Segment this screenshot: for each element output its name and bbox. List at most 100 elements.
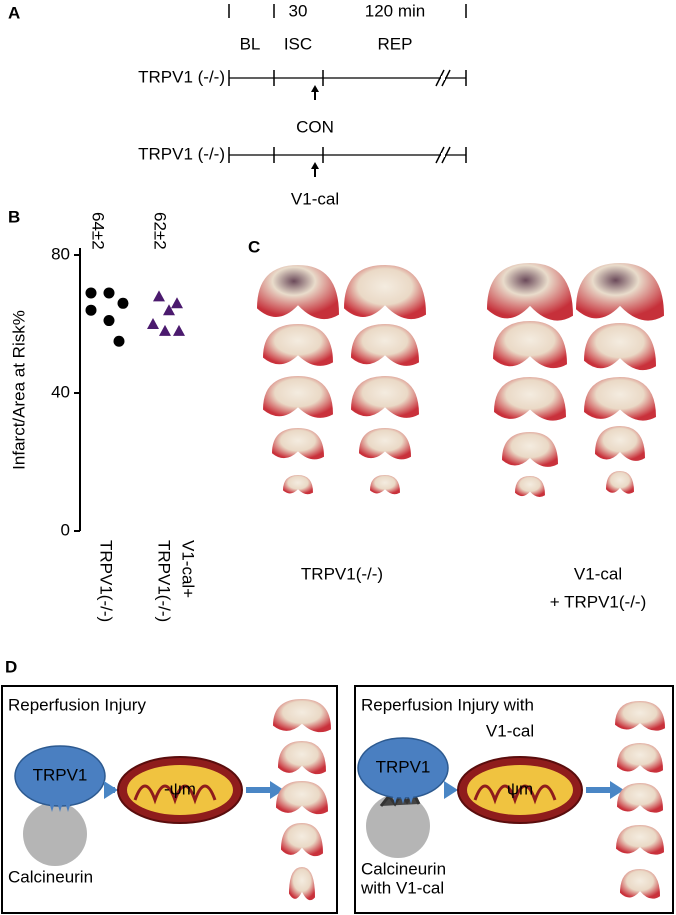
annotation: 62±2	[151, 212, 170, 250]
photo-label: TRPV1(-/-)	[301, 564, 383, 583]
heart-slice	[278, 741, 326, 775]
y-axis-label: Infarct/Area at Risk%	[9, 310, 28, 470]
heart-slice	[617, 743, 663, 773]
heart-slice	[289, 867, 315, 901]
data-point	[171, 297, 183, 309]
calcineurin	[23, 802, 87, 866]
y-tick-label: 40	[51, 382, 70, 401]
annotation: 64±2	[89, 212, 108, 250]
blue-arrow-head	[444, 781, 458, 799]
heart-slice	[263, 376, 333, 418]
row-label: TRPV1 (-/-)	[138, 144, 225, 163]
data-point	[103, 315, 115, 327]
x-tick-label: TRPV1(-/-)	[155, 540, 174, 622]
heart-slice	[595, 426, 645, 461]
data-point	[103, 287, 115, 299]
diagram-title: Reperfusion Injury with	[361, 695, 534, 714]
protein-label: TRPV1	[33, 765, 88, 784]
data-point	[163, 304, 175, 316]
heart-slice	[515, 476, 545, 497]
data-point	[85, 287, 97, 299]
break	[441, 146, 451, 164]
heart-slice	[281, 823, 323, 857]
phase-label: REP	[378, 34, 413, 53]
cristae	[133, 784, 217, 805]
data-point	[153, 290, 165, 302]
heart-slice	[493, 321, 567, 369]
heart-slice	[617, 783, 663, 813]
membrane-potential: ψm	[507, 779, 533, 798]
heart-slice	[620, 869, 660, 899]
heart-slice	[584, 377, 656, 421]
protein-label: TRPV1	[376, 757, 431, 776]
diagram-title: V1-cal	[486, 721, 534, 740]
diagram-title: Reperfusion Injury	[8, 695, 146, 714]
trpv1-leg	[57, 802, 63, 812]
heart-slice	[273, 699, 331, 733]
panel-label: C	[248, 237, 260, 256]
heart-slice	[263, 324, 333, 366]
heart-slice	[502, 432, 558, 467]
heart-slice	[584, 323, 656, 371]
blue-arrow-head	[104, 781, 118, 799]
photo-label: + TRPV1(-/-)	[550, 592, 647, 611]
cristae	[473, 784, 557, 805]
heart-slice	[370, 475, 400, 495]
data-point	[173, 324, 185, 336]
x-tick-label: V1-cal+	[179, 540, 198, 598]
phase-label: ISC	[284, 34, 312, 53]
partner-label: Calcineurin	[8, 867, 93, 886]
heart-slice	[487, 263, 573, 321]
heart-slice	[344, 265, 426, 320]
photo-label: V1-cal	[574, 564, 622, 583]
diagram-box	[1, 685, 338, 914]
membrane-potential: -ψm	[164, 779, 196, 798]
x-tick-label: TRPV1(-/-)	[97, 540, 116, 622]
y-tick-label: 80	[51, 244, 70, 263]
blue-arrow-head	[610, 781, 624, 799]
heart-slice	[606, 471, 634, 494]
data-point	[159, 324, 171, 336]
blue-arrow-head	[270, 781, 284, 799]
break	[435, 69, 445, 87]
data-point	[85, 304, 97, 316]
heart-slice	[272, 428, 324, 460]
heart-slice	[615, 701, 665, 731]
trpv1-leg	[49, 802, 55, 812]
diagram-box	[354, 685, 674, 914]
heart-slice	[359, 428, 411, 460]
panel-label: A	[8, 3, 20, 22]
time-label: 120 min	[365, 1, 425, 20]
trpv1-leg	[408, 794, 414, 804]
data-point	[113, 335, 125, 347]
panel-label: B	[8, 207, 20, 226]
heart-slice	[576, 263, 664, 321]
heart-slice	[257, 265, 339, 320]
heart-slice	[616, 825, 664, 855]
trpv1-leg	[392, 794, 398, 804]
treatment-label: V1-cal	[291, 189, 339, 208]
heart-slice	[494, 377, 566, 421]
heart-slice	[276, 781, 328, 815]
arrow-head	[311, 162, 319, 169]
break	[435, 146, 445, 164]
partner-label: with V1-cal	[360, 878, 444, 897]
phase-label: BL	[240, 34, 261, 53]
trpv1-leg	[65, 802, 71, 812]
panel-label: D	[5, 657, 17, 676]
arrow-head	[311, 85, 319, 92]
heart-slice	[351, 376, 419, 418]
data-point	[117, 297, 129, 309]
calcineurin	[366, 794, 430, 858]
data-point	[147, 318, 159, 329]
break	[441, 69, 451, 87]
treatment-label: CON	[296, 117, 334, 136]
trpv1-leg	[400, 794, 406, 804]
break-gap	[441, 76, 445, 80]
heart-slice	[351, 324, 419, 366]
heart-slice	[283, 475, 313, 495]
break-gap	[441, 153, 445, 157]
partner-label: Calcineurin	[361, 859, 446, 878]
row-label: TRPV1 (-/-)	[138, 67, 225, 86]
